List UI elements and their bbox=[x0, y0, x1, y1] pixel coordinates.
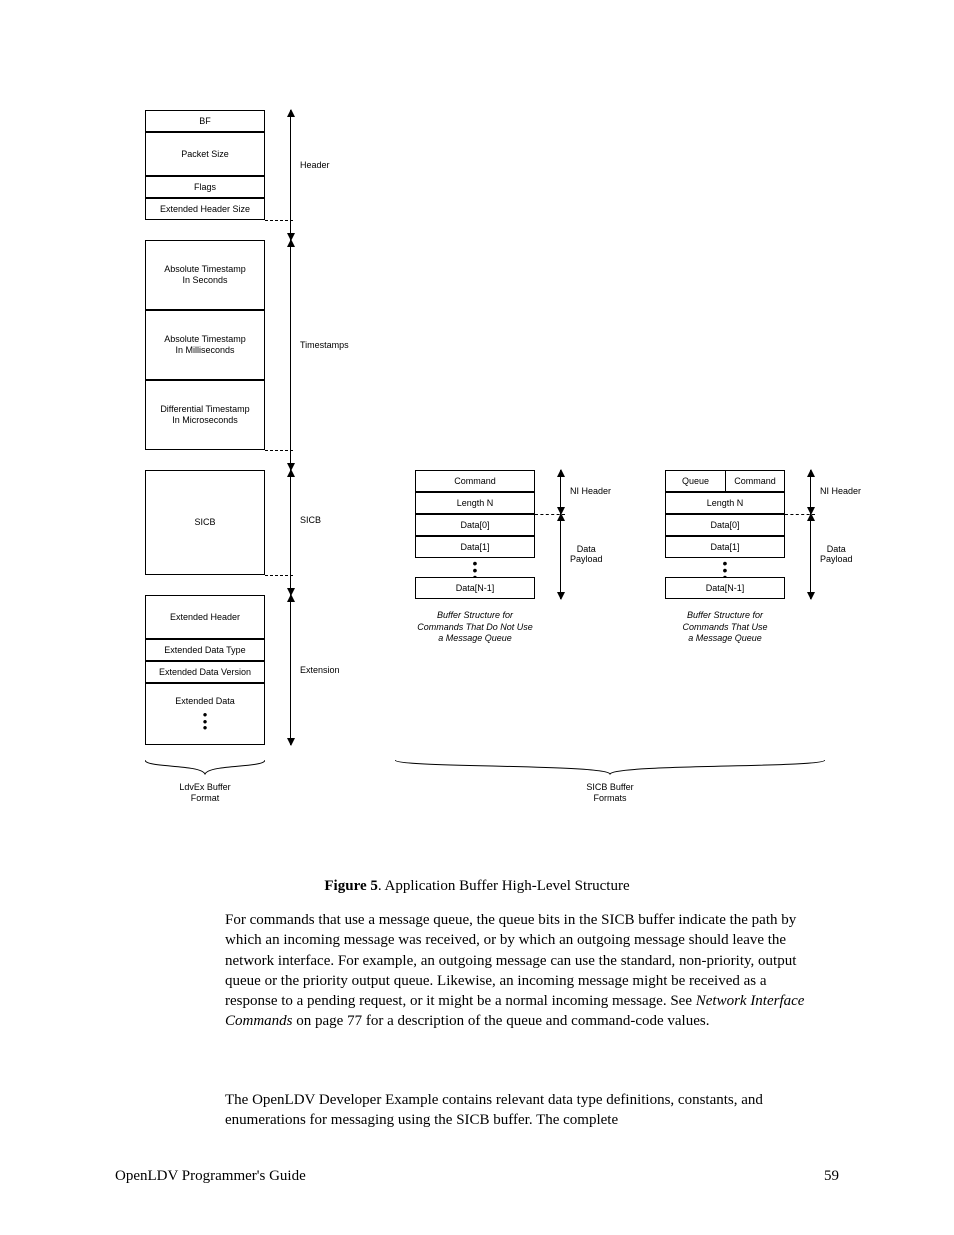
label-nq-niheader: NI Header bbox=[570, 486, 611, 496]
section-label-timestamps: Timestamps bbox=[300, 340, 349, 350]
vdots-icon: ••• bbox=[203, 712, 208, 732]
brace-icon bbox=[395, 760, 825, 780]
paragraph-1: For commands that use a message queue, t… bbox=[225, 910, 805, 1032]
box-nq-dn: Data[N-1] bbox=[415, 577, 535, 599]
diagram-container: BF Packet Size Flags Extended Header Siz… bbox=[115, 110, 895, 815]
vline-nq-payload bbox=[560, 514, 561, 599]
label-nq-d0: Data[0] bbox=[460, 520, 489, 531]
label-q-command: Command bbox=[734, 476, 776, 486]
box-packet-size: Packet Size bbox=[145, 132, 265, 176]
paragraph-2: The OpenLDV Developer Example contains r… bbox=[225, 1090, 805, 1131]
label-nq-payload: Data Payload bbox=[570, 544, 603, 564]
brace-label-sicb: SICB Buffer Formats bbox=[395, 782, 825, 804]
para2-text: The OpenLDV Developer Example contains r… bbox=[225, 1092, 763, 1128]
label-bf: BF bbox=[199, 116, 211, 127]
arrow-down-icon bbox=[807, 592, 815, 600]
arrow-down-icon bbox=[557, 592, 565, 600]
label-flags: Flags bbox=[194, 182, 216, 193]
box-q-queue: Queue bbox=[665, 470, 725, 492]
label-q-dn: Data[N-1] bbox=[706, 583, 745, 594]
box-q-command: Command bbox=[725, 470, 785, 492]
box-ext-data-ver: Extended Data Version bbox=[145, 661, 265, 683]
brace-label-ldvex: LdvEx Buffer Format bbox=[145, 782, 265, 804]
section-label-extension: Extension bbox=[300, 665, 340, 675]
figure-title: . Application Buffer High-Level Structur… bbox=[378, 878, 630, 894]
box-nq-length: Length N bbox=[415, 492, 535, 514]
dash-ts bbox=[265, 450, 293, 451]
box-nq-command: Command bbox=[415, 470, 535, 492]
arrow-up-icon bbox=[287, 469, 295, 477]
box-ext-header: Extended Header bbox=[145, 595, 265, 639]
figure-caption: Figure 5. Application Buffer High-Level … bbox=[0, 878, 954, 895]
label-q-d0: Data[0] bbox=[710, 520, 739, 531]
caption-nq: Buffer Structure for Commands That Do No… bbox=[415, 610, 535, 645]
vline-sicb bbox=[290, 470, 291, 595]
vline-ext bbox=[290, 595, 291, 745]
box-nq-d0: Data[0] bbox=[415, 514, 535, 536]
box-ext-data: Extended Data ••• bbox=[145, 683, 265, 745]
figure-number: Figure 5 bbox=[324, 878, 377, 894]
label-ext-header: Extended Header bbox=[170, 612, 240, 623]
label-ext-data-ver: Extended Data Version bbox=[159, 667, 251, 678]
label-nq-d1: Data[1] bbox=[460, 542, 489, 553]
box-flags: Flags bbox=[145, 176, 265, 198]
box-ts-sec: Absolute Timestamp In Seconds bbox=[145, 240, 265, 310]
label-packet-size: Packet Size bbox=[181, 149, 229, 160]
vline-q-payload bbox=[810, 514, 811, 599]
label-ts-us: Differential Timestamp In Microseconds bbox=[160, 404, 249, 426]
box-sicb: SICB bbox=[145, 470, 265, 575]
label-ext-header-size: Extended Header Size bbox=[160, 204, 250, 215]
dash-q bbox=[785, 514, 815, 515]
label-nq-length: Length N bbox=[457, 498, 494, 509]
label-q-queue: Queue bbox=[682, 476, 709, 486]
dash-nq bbox=[535, 514, 565, 515]
label-nq-command: Command bbox=[454, 476, 496, 487]
brace-icon bbox=[145, 760, 265, 780]
arrow-up-icon bbox=[287, 239, 295, 247]
label-ts-ms: Absolute Timestamp In Milliseconds bbox=[164, 334, 246, 356]
arrow-up-icon bbox=[287, 109, 295, 117]
page: BF Packet Size Flags Extended Header Siz… bbox=[0, 0, 954, 1235]
label-ts-sec: Absolute Timestamp In Seconds bbox=[164, 264, 246, 286]
box-ext-data-type: Extended Data Type bbox=[145, 639, 265, 661]
dash-sicb bbox=[265, 575, 293, 576]
box-ts-us: Differential Timestamp In Microseconds bbox=[145, 380, 265, 450]
label-ext-data-type: Extended Data Type bbox=[164, 645, 245, 656]
box-q-length: Length N bbox=[665, 492, 785, 514]
vline-timestamps bbox=[290, 240, 291, 470]
caption-q: Buffer Structure for Commands That Use a… bbox=[665, 610, 785, 645]
label-sicb: SICB bbox=[194, 517, 215, 528]
arrow-up-icon bbox=[557, 469, 565, 477]
section-label-sicb: SICB bbox=[300, 515, 321, 525]
box-q-dn: Data[N-1] bbox=[665, 577, 785, 599]
label-q-length: Length N bbox=[707, 498, 744, 509]
label-q-payload: Data Payload bbox=[820, 544, 853, 564]
arrow-up-icon bbox=[287, 594, 295, 602]
label-ext-data: Extended Data bbox=[175, 696, 235, 707]
section-label-header: Header bbox=[300, 160, 330, 170]
arrow-down-icon bbox=[287, 738, 295, 746]
footer-title: OpenLDV Programmer's Guide bbox=[115, 1168, 306, 1185]
box-bf: BF bbox=[145, 110, 265, 132]
label-q-d1: Data[1] bbox=[710, 542, 739, 553]
box-ext-header-size: Extended Header Size bbox=[145, 198, 265, 220]
box-q-d0: Data[0] bbox=[665, 514, 785, 536]
dash-header bbox=[265, 220, 293, 221]
footer-page-number: 59 bbox=[824, 1168, 839, 1185]
arrow-up-icon bbox=[807, 469, 815, 477]
box-ts-ms: Absolute Timestamp In Milliseconds bbox=[145, 310, 265, 380]
label-nq-dn: Data[N-1] bbox=[456, 583, 495, 594]
label-q-niheader: NI Header bbox=[820, 486, 861, 496]
para1-text-b: on page 77 for a description of the queu… bbox=[293, 1013, 710, 1029]
